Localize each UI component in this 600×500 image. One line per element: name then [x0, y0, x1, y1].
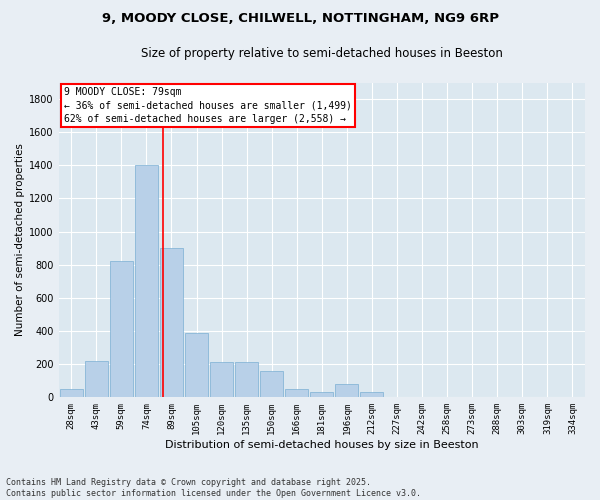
Bar: [235, 362, 258, 398]
Bar: [361, 392, 383, 398]
X-axis label: Distribution of semi-detached houses by size in Beeston: Distribution of semi-detached houses by …: [165, 440, 479, 450]
Title: Size of property relative to semi-detached houses in Beeston: Size of property relative to semi-detach…: [141, 48, 503, 60]
Bar: [385, 396, 409, 398]
Bar: [185, 332, 208, 398]
Bar: [310, 392, 334, 398]
Bar: [260, 371, 283, 398]
Bar: [59, 389, 83, 398]
Bar: [210, 362, 233, 398]
Text: 9, MOODY CLOSE, CHILWELL, NOTTINGHAM, NG9 6RP: 9, MOODY CLOSE, CHILWELL, NOTTINGHAM, NG…: [101, 12, 499, 26]
Bar: [85, 361, 108, 398]
Bar: [335, 384, 358, 398]
Text: Contains HM Land Registry data © Crown copyright and database right 2025.
Contai: Contains HM Land Registry data © Crown c…: [6, 478, 421, 498]
Bar: [110, 262, 133, 398]
Y-axis label: Number of semi-detached properties: Number of semi-detached properties: [15, 144, 25, 336]
Bar: [285, 389, 308, 398]
Bar: [135, 166, 158, 398]
Bar: [486, 396, 509, 398]
Text: 9 MOODY CLOSE: 79sqm
← 36% of semi-detached houses are smaller (1,499)
62% of se: 9 MOODY CLOSE: 79sqm ← 36% of semi-detac…: [64, 87, 352, 124]
Bar: [160, 248, 183, 398]
